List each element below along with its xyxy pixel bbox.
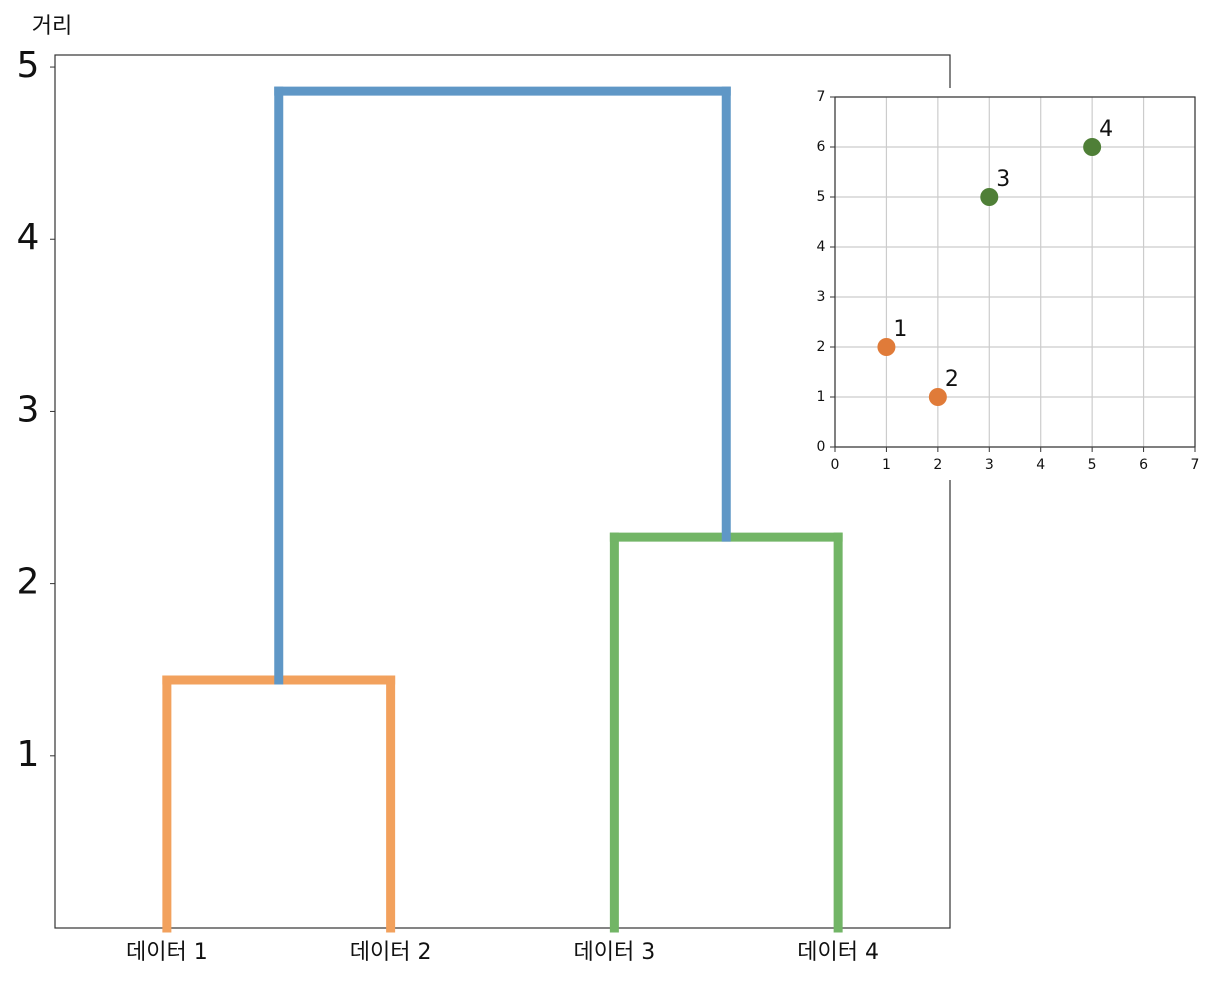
y-tick-label: 3 bbox=[817, 289, 826, 305]
y-tick-label: 5 bbox=[17, 45, 40, 86]
x-tick-label: 1 bbox=[882, 457, 891, 473]
x-tick-label: 데이터 4 bbox=[797, 940, 879, 965]
point bbox=[980, 188, 999, 206]
y-tick-label: 5 bbox=[817, 189, 826, 205]
plot-frame bbox=[54, 54, 951, 929]
y-tick-label: 1 bbox=[817, 389, 826, 405]
x-tick-label: 5 bbox=[1088, 457, 1097, 473]
x-tick-label: 0 bbox=[831, 457, 840, 473]
y-tick-label: 2 bbox=[17, 562, 40, 603]
y-tick-label: 0 bbox=[817, 439, 826, 455]
y-tick-label: 2 bbox=[817, 339, 826, 355]
x-tick-label: 7 bbox=[1191, 457, 1200, 473]
x-tick-label: 2 bbox=[933, 457, 942, 473]
point-label: 3 bbox=[996, 167, 1010, 192]
x-tick-label: 3 bbox=[985, 457, 994, 473]
point-label: 1 bbox=[893, 317, 907, 342]
y-tick-label: 3 bbox=[17, 389, 40, 430]
x-tick-label: 데이터 3 bbox=[574, 940, 656, 965]
y-tick-label: 4 bbox=[17, 217, 40, 258]
y-tick-label: 7 bbox=[817, 89, 826, 105]
x-tick-label: 데이터 2 bbox=[350, 940, 432, 965]
y-axis-label: 거리 bbox=[32, 14, 72, 39]
point bbox=[1083, 138, 1102, 156]
y-tick-label: 6 bbox=[817, 139, 826, 155]
point-label: 4 bbox=[1099, 117, 1113, 142]
point-label: 2 bbox=[945, 367, 959, 392]
point bbox=[877, 338, 896, 356]
y-tick-label: 4 bbox=[817, 239, 826, 255]
x-tick-label: 4 bbox=[1036, 457, 1045, 473]
x-tick-label: 6 bbox=[1139, 457, 1148, 473]
point bbox=[928, 388, 947, 406]
inset-frame bbox=[834, 96, 1196, 448]
y-tick-label: 1 bbox=[17, 734, 40, 775]
inset-background bbox=[805, 88, 1226, 480]
x-tick-label: 데이터 1 bbox=[126, 940, 208, 965]
